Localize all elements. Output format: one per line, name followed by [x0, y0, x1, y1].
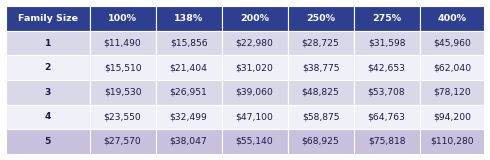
Bar — [288, 56, 354, 80]
Text: $48,825: $48,825 — [302, 88, 340, 97]
Bar — [155, 6, 221, 31]
Bar — [221, 80, 288, 104]
Text: $38,775: $38,775 — [302, 63, 339, 72]
Bar — [288, 31, 354, 56]
Text: $68,925: $68,925 — [302, 137, 340, 146]
Text: $62,040: $62,040 — [433, 63, 471, 72]
Bar — [419, 56, 484, 80]
Text: $42,653: $42,653 — [368, 63, 406, 72]
Bar — [6, 6, 90, 31]
Text: $58,875: $58,875 — [302, 112, 339, 121]
Bar — [354, 129, 419, 154]
Text: 138%: 138% — [174, 14, 203, 23]
Text: $19,530: $19,530 — [104, 88, 142, 97]
Bar — [6, 56, 90, 80]
Bar — [155, 129, 221, 154]
Bar — [6, 80, 90, 104]
Text: 2: 2 — [45, 63, 51, 72]
Bar — [288, 80, 354, 104]
Text: $53,708: $53,708 — [368, 88, 405, 97]
Text: $110,280: $110,280 — [430, 137, 474, 146]
Bar — [90, 6, 155, 31]
Bar — [6, 104, 90, 129]
Bar — [6, 31, 90, 56]
Bar — [419, 6, 484, 31]
Text: $45,960: $45,960 — [433, 39, 471, 48]
Text: $27,570: $27,570 — [104, 137, 142, 146]
Bar — [288, 6, 354, 31]
Bar — [155, 31, 221, 56]
Bar — [288, 104, 354, 129]
Bar — [354, 104, 419, 129]
Bar — [90, 56, 155, 80]
Text: $15,856: $15,856 — [170, 39, 207, 48]
Text: $39,060: $39,060 — [236, 88, 273, 97]
Bar — [90, 104, 155, 129]
Bar — [221, 104, 288, 129]
Bar — [419, 80, 484, 104]
Bar — [419, 104, 484, 129]
Text: $11,490: $11,490 — [104, 39, 142, 48]
Bar — [221, 56, 288, 80]
Text: $22,980: $22,980 — [236, 39, 273, 48]
Text: $38,047: $38,047 — [170, 137, 207, 146]
Text: $31,020: $31,020 — [236, 63, 273, 72]
Text: $28,725: $28,725 — [302, 39, 340, 48]
Text: 200%: 200% — [240, 14, 269, 23]
Bar — [288, 129, 354, 154]
Bar — [221, 129, 288, 154]
Text: 1: 1 — [45, 39, 51, 48]
Text: $94,200: $94,200 — [433, 112, 471, 121]
Bar — [354, 56, 419, 80]
Text: $23,550: $23,550 — [104, 112, 142, 121]
Bar — [90, 31, 155, 56]
Bar — [354, 80, 419, 104]
Text: $32,499: $32,499 — [170, 112, 207, 121]
Text: 400%: 400% — [438, 14, 466, 23]
Text: $47,100: $47,100 — [236, 112, 273, 121]
Bar — [155, 80, 221, 104]
Text: 275%: 275% — [372, 14, 401, 23]
Bar — [419, 31, 484, 56]
Bar — [90, 129, 155, 154]
Bar — [419, 129, 484, 154]
Bar — [221, 6, 288, 31]
Text: 4: 4 — [45, 112, 51, 121]
Text: 3: 3 — [45, 88, 51, 97]
Text: $64,763: $64,763 — [368, 112, 406, 121]
Bar — [6, 129, 90, 154]
Text: $78,120: $78,120 — [433, 88, 471, 97]
Text: $26,951: $26,951 — [170, 88, 207, 97]
Text: $15,510: $15,510 — [104, 63, 142, 72]
Bar — [155, 104, 221, 129]
Text: $21,404: $21,404 — [170, 63, 208, 72]
Bar — [354, 6, 419, 31]
Bar — [221, 31, 288, 56]
Bar — [155, 56, 221, 80]
Text: 250%: 250% — [306, 14, 335, 23]
Text: $75,818: $75,818 — [368, 137, 405, 146]
Text: Family Size: Family Size — [18, 14, 78, 23]
Text: $55,140: $55,140 — [236, 137, 273, 146]
Bar — [354, 31, 419, 56]
Text: $31,598: $31,598 — [368, 39, 405, 48]
Text: 5: 5 — [45, 137, 51, 146]
Text: 100%: 100% — [108, 14, 137, 23]
Bar — [90, 80, 155, 104]
